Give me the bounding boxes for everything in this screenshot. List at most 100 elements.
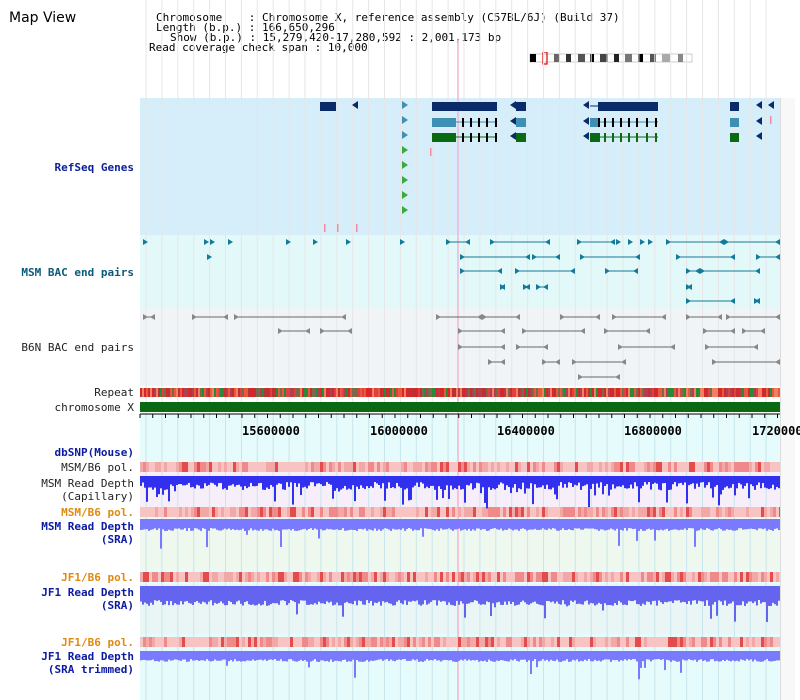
repeat-segment <box>438 388 440 397</box>
repeat-segment <box>676 388 678 397</box>
read-depth-bar <box>744 519 746 530</box>
vertical-scrollbar[interactable] <box>780 98 795 700</box>
read-depth-bar <box>182 476 184 486</box>
polymorphism-segment <box>239 507 242 517</box>
b6n-bac-label[interactable]: B6N BAC end pairs <box>21 341 134 354</box>
gene-exon <box>470 118 472 127</box>
read-depth-bar <box>686 651 688 661</box>
read-depth-bar <box>190 586 192 604</box>
read-depth-bar <box>666 476 668 503</box>
repeat-segment <box>674 388 676 397</box>
polymorphism-segment <box>476 572 479 582</box>
polymorphism-segment <box>464 572 467 582</box>
polymorphism-segment <box>755 572 758 582</box>
bac-end <box>543 344 548 350</box>
read-depth-bar <box>776 476 778 487</box>
polymorphism-segment <box>374 637 377 647</box>
polymorphism-segment <box>452 637 455 647</box>
read-depth-bar <box>338 476 340 492</box>
read-depth-bar <box>572 586 574 602</box>
polymorphism-segment <box>149 507 152 517</box>
read-depth-bar <box>252 476 254 487</box>
read-depth-bar <box>380 651 382 660</box>
dbsnp-label[interactable]: dbSNP(Mouse) <box>54 446 134 459</box>
repeat-segment <box>332 388 334 397</box>
repeat-segment <box>172 388 174 397</box>
read-depth-bar <box>562 476 564 488</box>
polymorphism-segment <box>581 507 584 517</box>
polymorphism-segment <box>509 572 512 582</box>
polymorphism-segment <box>701 637 704 647</box>
polymorphism-segment <box>167 507 170 517</box>
polymorphism-segment <box>767 637 770 647</box>
read-depth-bar <box>238 476 240 485</box>
read-depth-bar <box>774 519 776 529</box>
polymorphism-segment <box>377 507 380 517</box>
bac-end <box>458 328 463 334</box>
msm-bac-label[interactable]: MSM BAC end pairs <box>21 266 134 279</box>
read-depth-bar <box>186 586 188 602</box>
read-depth-bar <box>590 586 592 603</box>
gene-exon <box>495 133 497 142</box>
read-depth-bar <box>770 586 772 606</box>
polymorphism-segment <box>767 462 770 472</box>
read-depth-bar <box>328 651 330 662</box>
read-depth-bar <box>510 519 512 530</box>
read-depth-bar <box>362 519 364 530</box>
read-depth-bar <box>298 586 300 604</box>
repeat-segment <box>400 388 402 397</box>
read-depth-bar <box>282 586 284 601</box>
polymorphism-segment <box>536 462 539 472</box>
repeat-segment <box>224 388 226 397</box>
bac-end <box>150 314 155 320</box>
polymorphism-segment <box>590 462 593 472</box>
read-depth-bar <box>368 586 370 603</box>
polymorphism-segment <box>158 507 161 517</box>
repeat-segment <box>174 388 176 397</box>
read-depth-bar <box>468 476 470 486</box>
polymorphism-segment <box>488 507 491 517</box>
polymorphism-segment <box>308 507 311 517</box>
read-depth-bar <box>176 476 178 485</box>
read-depth-bar <box>272 476 274 487</box>
gene-arrow <box>352 101 358 109</box>
polymorphism-segment <box>623 637 626 647</box>
repeat-segment <box>464 388 466 397</box>
polymorphism-segment <box>629 572 632 582</box>
bac-end <box>760 328 765 334</box>
polymorphism-segment <box>506 462 509 472</box>
chromosome-ideogram[interactable] <box>528 52 698 65</box>
repeat-segment <box>776 388 778 397</box>
read-depth-bar <box>408 476 410 501</box>
repeat-segment <box>328 388 330 397</box>
read-depth-bar <box>382 519 384 530</box>
polymorphism-segment <box>335 462 338 472</box>
read-depth-bar <box>388 476 390 483</box>
repeat-segment <box>696 388 698 397</box>
polymorphism-segment <box>443 507 446 517</box>
read-depth-bar <box>174 651 176 660</box>
read-depth-bar <box>642 519 644 531</box>
read-depth-bar <box>412 476 414 488</box>
read-depth-bar <box>146 586 148 604</box>
repeat-segment <box>752 388 754 397</box>
repeat-segment <box>342 388 344 397</box>
polymorphism-segment <box>578 637 581 647</box>
polymorphism-segment <box>734 637 737 647</box>
read-depth-bar <box>460 519 462 531</box>
repeat-segment <box>192 388 194 397</box>
read-depth-bar <box>226 476 228 490</box>
read-depth-bar <box>552 586 554 602</box>
repeat-segment <box>758 388 760 397</box>
polymorphism-segment <box>746 572 749 582</box>
read-depth-bar <box>326 476 328 483</box>
refseq-genes-label[interactable]: RefSeq Genes <box>54 161 134 174</box>
read-depth-bar <box>630 519 632 529</box>
read-depth-bar <box>322 651 324 661</box>
read-depth-bar <box>300 519 302 530</box>
repeat-segment <box>228 388 230 397</box>
read-depth-bar <box>306 586 308 605</box>
polymorphism-segment <box>524 637 527 647</box>
read-depth-bar <box>520 651 522 660</box>
